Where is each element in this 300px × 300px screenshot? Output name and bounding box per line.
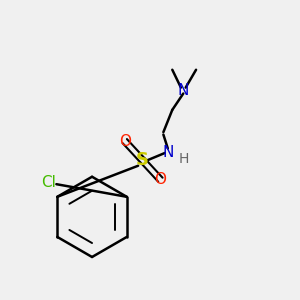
Text: H: H bbox=[179, 152, 189, 166]
Text: S: S bbox=[136, 152, 149, 169]
Text: Cl: Cl bbox=[41, 175, 56, 190]
Text: O: O bbox=[119, 134, 131, 148]
Text: N: N bbox=[178, 83, 189, 98]
Text: O: O bbox=[154, 172, 166, 187]
Text: N: N bbox=[162, 146, 173, 160]
